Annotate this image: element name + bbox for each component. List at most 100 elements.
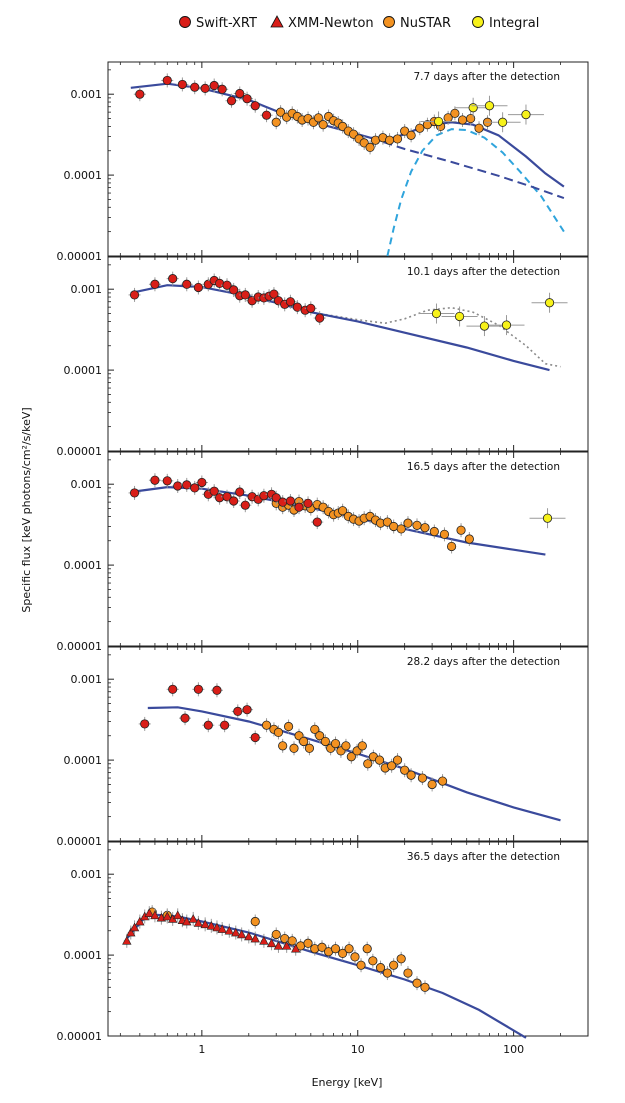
- marker: [389, 521, 399, 532]
- marker: [304, 743, 315, 753]
- nustar-point: [396, 951, 406, 966]
- marker: [168, 684, 178, 694]
- marker: [450, 108, 460, 118]
- marker: [365, 142, 375, 152]
- nustar-point: [420, 980, 430, 995]
- panel-annotation: 28.2 days after the detection: [407, 656, 560, 668]
- swift-point: [284, 294, 297, 309]
- swift-point: [241, 702, 254, 717]
- nustar-point: [450, 106, 460, 121]
- marker: [190, 82, 200, 92]
- panel-frame: [107, 646, 589, 842]
- marker: [261, 720, 272, 730]
- legend-marker: [270, 15, 284, 28]
- nustar-point: [323, 944, 334, 959]
- xmm-point: [281, 938, 292, 953]
- marker: [281, 941, 292, 950]
- marker: [193, 282, 203, 293]
- marker: [374, 755, 385, 765]
- swift-point: [138, 716, 151, 731]
- nustar-point: [443, 110, 453, 125]
- nustar-point: [289, 741, 299, 756]
- marker: [474, 123, 484, 133]
- xmm-point: [259, 933, 269, 948]
- marker: [387, 761, 397, 771]
- integral-point: [441, 306, 478, 327]
- legend-label: XMM-Newton: [288, 16, 374, 31]
- marker: [278, 497, 288, 507]
- marker: [443, 113, 453, 123]
- marker: [306, 303, 316, 313]
- marker: [140, 719, 150, 729]
- swift-point: [188, 480, 201, 495]
- marker: [312, 517, 322, 527]
- y-tick-label: 0.0001: [64, 364, 103, 377]
- marker: [464, 534, 474, 544]
- marker: [285, 496, 296, 506]
- marker: [259, 936, 269, 945]
- marker: [403, 518, 413, 528]
- swift-point: [128, 287, 141, 302]
- marker: [173, 481, 183, 491]
- swift-point: [249, 98, 262, 113]
- y-tick-label: 0.001: [71, 868, 103, 881]
- nustar-point: [392, 131, 403, 146]
- marker: [303, 938, 313, 948]
- y-axis-label: Specific flux [keV photons/cm²/s/keV]: [20, 407, 33, 612]
- xmm-point: [231, 925, 241, 940]
- marker: [203, 720, 213, 730]
- legend-marker: [179, 16, 191, 28]
- x-tick-label: 1: [198, 1043, 205, 1056]
- marker: [150, 475, 160, 485]
- nustar-point: [275, 105, 286, 120]
- nustar-point: [350, 949, 360, 964]
- panel-3: 0.00001 0.0001 0.001 16.5 days after the de…: [57, 451, 589, 653]
- y-tick-label: 0.00001: [57, 445, 103, 458]
- integral-point: [507, 104, 544, 125]
- marker: [226, 96, 237, 106]
- marker: [209, 80, 219, 91]
- marker: [454, 311, 465, 322]
- swift-point: [239, 498, 252, 513]
- marker: [235, 487, 245, 497]
- swift-point: [208, 78, 221, 93]
- marker: [278, 741, 288, 751]
- nustar-point: [320, 734, 330, 749]
- marker: [217, 84, 227, 94]
- integral-point: [455, 97, 492, 118]
- x-tick-label: 100: [503, 1043, 524, 1056]
- panel-annotation: 10.1 days after the detection: [407, 266, 560, 278]
- swift-point: [188, 80, 201, 95]
- legend-entry-swift-xrt: Swift-XRT: [179, 16, 257, 31]
- marker: [235, 88, 245, 99]
- nustar-point: [368, 953, 378, 968]
- xmm-point: [188, 911, 198, 926]
- marker: [468, 103, 478, 113]
- marker: [521, 109, 531, 120]
- xmm-point: [144, 906, 154, 921]
- swift-point: [161, 473, 174, 488]
- y-tick-label: 0.0001: [64, 754, 103, 767]
- marker: [244, 931, 254, 941]
- marker: [193, 684, 203, 694]
- swift-point: [227, 282, 240, 297]
- nustar-point: [356, 958, 366, 973]
- swift-point: [302, 496, 315, 511]
- legend-entry-nustar: NuSTAR: [383, 16, 451, 31]
- xmm-point: [273, 938, 284, 953]
- panel-frame: [107, 61, 589, 257]
- marker: [173, 910, 183, 920]
- marker: [341, 741, 351, 751]
- nustar-point: [429, 524, 439, 539]
- y-tick-label: 0.00001: [57, 1030, 103, 1043]
- xmm-point: [193, 915, 204, 930]
- marker: [129, 922, 140, 932]
- y-tick-label: 0.001: [71, 478, 103, 491]
- nustar-point: [406, 768, 416, 783]
- marker: [222, 492, 232, 502]
- panel-2: 0.00001 0.0001 0.001 10.1 days after the de…: [57, 256, 589, 458]
- swift-point: [148, 277, 161, 292]
- marker: [294, 502, 304, 512]
- nustar-point: [437, 774, 448, 789]
- marker: [439, 529, 450, 539]
